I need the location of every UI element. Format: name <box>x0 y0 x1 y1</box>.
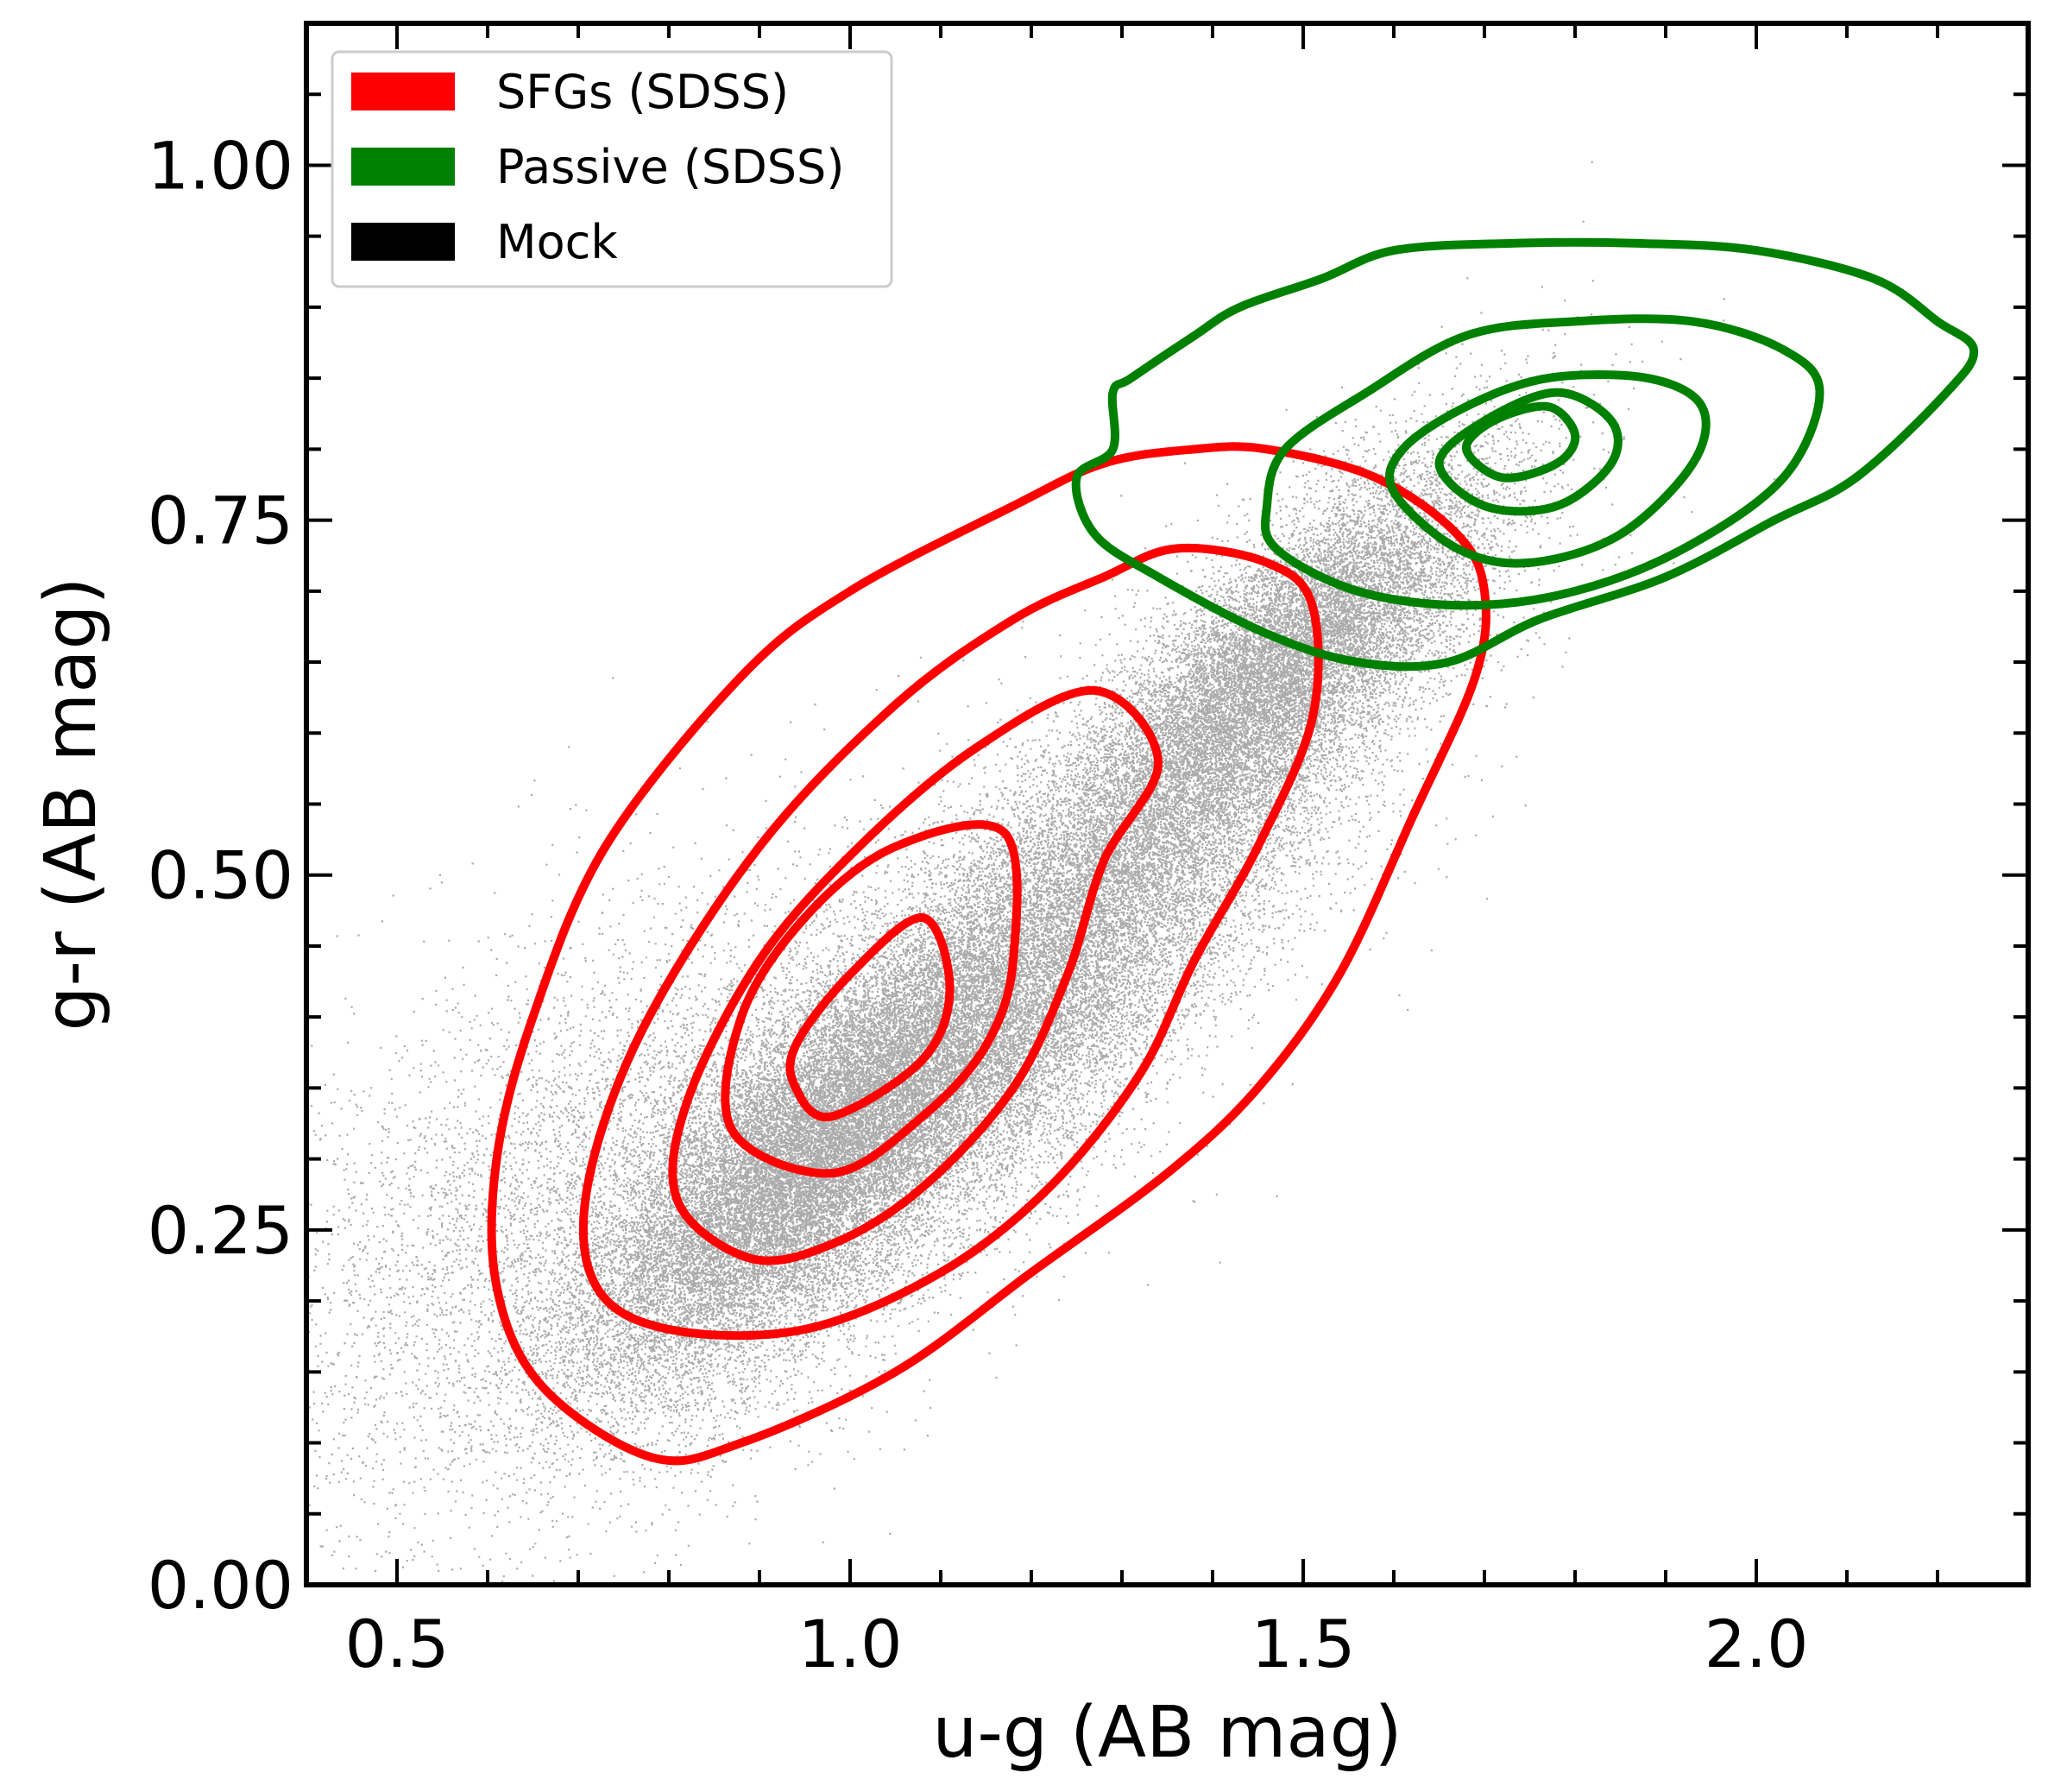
plot-area <box>304 21 2031 1587</box>
x-tick-label: 1.5 <box>1251 1606 1356 1682</box>
y-tick-label: 1.00 <box>148 127 293 204</box>
passive-sdss-contour-level-2 <box>1260 314 1824 610</box>
passive-sdss-contour-level-5 <box>1462 401 1580 483</box>
x-axis-label: u-g (AB mag) <box>932 1692 1402 1774</box>
x-tick-label: 0.5 <box>345 1606 450 1682</box>
passive-sdss-contour-level-1 <box>1071 237 1979 672</box>
legend-swatch-mock <box>351 223 455 261</box>
x-tick-label: 1.0 <box>798 1606 903 1682</box>
legend-swatch-sfgs-sdss <box>351 73 455 110</box>
x-tick-labels: 0.5 1.0 1.5 2.0 <box>345 1606 1809 1682</box>
passive-sdss-contour-level-3 <box>1385 370 1711 568</box>
y-tick-label: 0.75 <box>148 483 293 559</box>
legend-label-passive-sdss: Passive (SDSS) <box>496 140 844 194</box>
y-axis-label: g-r (AB mag) <box>30 577 112 1032</box>
sfgs-sdss-contour-level-5 <box>785 913 955 1122</box>
legend-swatch-passive-sdss <box>351 148 455 186</box>
scatter-mock-series <box>306 161 1776 1585</box>
sfgs-sdss-contour-level-1 <box>487 442 1490 1466</box>
y-tick-label: 0.25 <box>148 1192 293 1269</box>
y-tick-label: 0.50 <box>148 837 293 914</box>
legend-label-mock: Mock <box>496 215 618 269</box>
y-tick-labels: 0.00 0.25 0.50 0.75 1.00 <box>148 127 293 1624</box>
passive-sdss-contour-level-4 <box>1434 388 1623 516</box>
legend-frame <box>331 50 893 288</box>
sfgs-sdss-contour-level-3 <box>668 685 1163 1265</box>
sfgs-sdss-contour-level-2 <box>578 544 1323 1341</box>
x-tick-label: 2.0 <box>1705 1606 1809 1682</box>
sfgs-sdss-contours <box>487 442 1490 1466</box>
legend-label-sfgs-sdss: SFGs (SDSS) <box>496 65 789 119</box>
y-tick-label: 0.00 <box>148 1547 293 1624</box>
mock-scatter-points <box>306 161 1776 1585</box>
axis-ticks <box>305 22 2030 1587</box>
sfgs-sdss-contour-level-4 <box>721 820 1022 1178</box>
legend: SFGs (SDSS) Passive (SDSS) Mock <box>331 50 893 288</box>
contour-layer <box>487 237 1979 1466</box>
passive-sdss-contours <box>1071 237 1979 672</box>
